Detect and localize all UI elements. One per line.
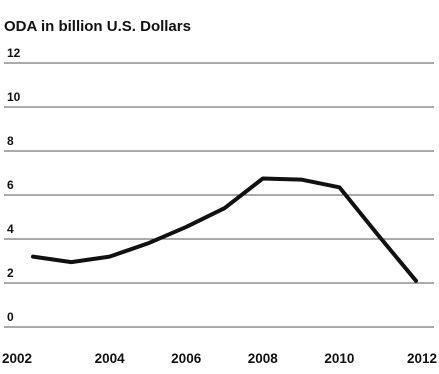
y-tick-label: 6 (7, 178, 14, 192)
y-tick-label: 4 (7, 222, 14, 236)
gridlines (4, 62, 434, 328)
x-tick-label: 2004 (95, 351, 126, 366)
y-tick-label: 8 (7, 134, 14, 148)
y-axis-tick-labels: 0 2 4 6 8 10 12 (7, 46, 21, 324)
x-tick-label: 2006 (171, 351, 202, 366)
series-layer (31, 176, 418, 283)
chart-title: ODA in billion U.S. Dollars (4, 18, 191, 35)
x-tick-label: 2010 (324, 351, 354, 366)
x-tick-label: 2002 (2, 351, 32, 366)
y-tick-label: 2 (7, 266, 14, 280)
x-tick-label: 2012 (407, 351, 437, 366)
series-line (31, 176, 418, 283)
x-axis-tick-labels: 2002 2004 2006 2008 2010 2012 (2, 351, 437, 366)
y-tick-label: 10 (7, 90, 21, 104)
y-tick-label: 0 (7, 310, 14, 324)
y-tick-label: 12 (7, 46, 21, 60)
x-tick-label: 2008 (248, 351, 279, 366)
